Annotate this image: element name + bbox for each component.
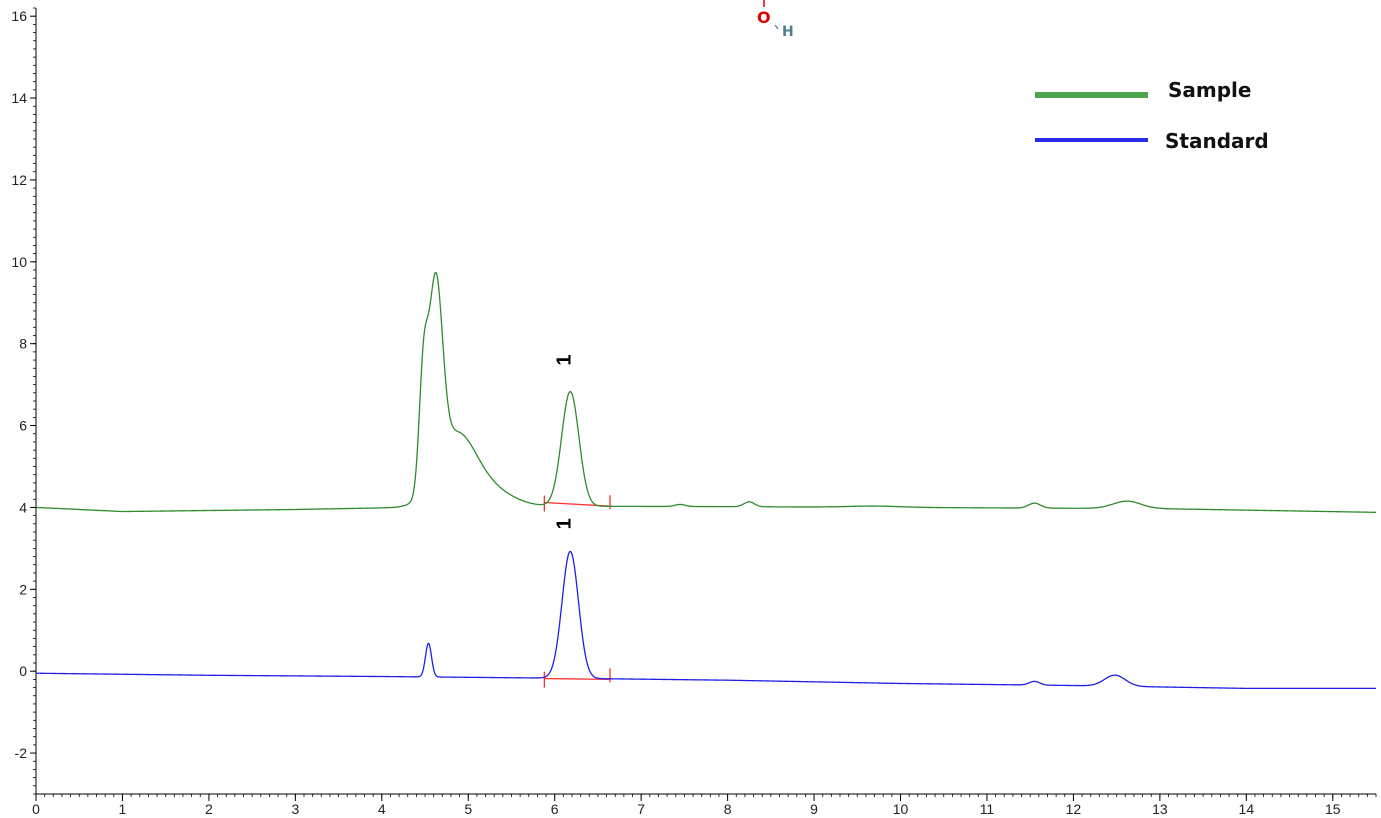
- molecule-bond: [774, 24, 779, 30]
- y-tick-label: 8: [19, 336, 27, 352]
- y-tick-label: -2: [15, 745, 28, 761]
- x-tick-label: 0: [32, 801, 40, 817]
- y-tick-label: 14: [11, 90, 27, 106]
- y-tick-label: 16: [11, 8, 27, 24]
- trace-sample: [35, 271, 1377, 513]
- x-tick-label: 13: [1152, 801, 1168, 817]
- peak-label-standard: 1: [553, 518, 575, 529]
- legend-label-sample: Sample: [1168, 78, 1251, 102]
- x-tick-label: 4: [378, 801, 386, 817]
- x-tick-label: 5: [464, 801, 472, 817]
- x-tick-label: 9: [810, 801, 818, 817]
- molecule-fragment: O H: [757, 0, 794, 40]
- x-tick-label: 15: [1325, 801, 1341, 817]
- oxygen-atom-label: O: [757, 8, 771, 27]
- x-tick-label: 10: [893, 801, 909, 817]
- y-tick-label: 10: [11, 254, 27, 270]
- integration-baseline-standard: [544, 677, 611, 681]
- peak-annotations: 11: [553, 355, 575, 530]
- legend-label-standard: Standard: [1165, 129, 1269, 153]
- trace-standard: [35, 550, 1376, 690]
- x-tick-label: 6: [551, 801, 559, 817]
- x-tick-label: 14: [1239, 801, 1255, 817]
- y-tick-label: 12: [11, 172, 27, 188]
- y-tick-label: 0: [19, 663, 27, 679]
- x-tick-label: 3: [291, 801, 299, 817]
- x-tick-label: 8: [724, 801, 732, 817]
- peak-label-sample: 1: [553, 355, 575, 366]
- x-tick-label: 12: [1066, 801, 1082, 817]
- x-tick-label: 7: [637, 801, 645, 817]
- traces: [35, 271, 1377, 690]
- hydrogen-atom-label: H: [782, 24, 794, 40]
- y-tick-label: 4: [19, 499, 27, 515]
- y-tick-label: 6: [19, 418, 27, 434]
- y-tick-label: 2: [19, 581, 27, 597]
- x-tick-label: 1: [119, 801, 127, 817]
- x-tick-label: 2: [205, 801, 213, 817]
- legend: Sample Standard: [1035, 78, 1269, 153]
- x-tick-label: 11: [980, 801, 995, 817]
